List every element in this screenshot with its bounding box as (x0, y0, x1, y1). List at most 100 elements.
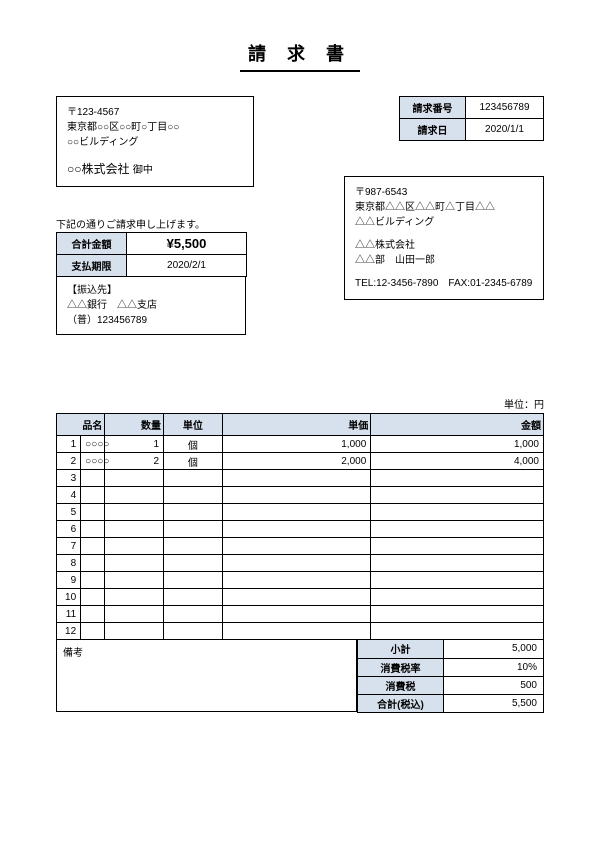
item-name (81, 623, 105, 640)
item-name (81, 538, 105, 555)
item-unit (164, 504, 223, 521)
item-name (81, 589, 105, 606)
item-no: 5 (57, 504, 81, 521)
item-qty (105, 521, 164, 538)
item-amount (371, 589, 544, 606)
buyer-company: ○○株式会社 御中 (67, 160, 243, 178)
buyer-company-name: ○○株式会社 (67, 162, 130, 176)
title-underline (240, 70, 360, 72)
invoice-no-label: 請求番号 (400, 97, 466, 119)
due-label: 支払期限 (57, 255, 127, 277)
item-name (81, 606, 105, 623)
unit-label: 単位：円 (56, 396, 544, 411)
seller-company: △△株式会社 (355, 238, 533, 253)
item-amount (371, 572, 544, 589)
item-no: 11 (57, 606, 81, 623)
item-unit (164, 521, 223, 538)
item-qty (105, 555, 164, 572)
item-unit (164, 572, 223, 589)
item-no: 4 (57, 487, 81, 504)
table-row: 7 (57, 538, 544, 555)
item-amount (371, 555, 544, 572)
col-amount-header: 金額 (371, 414, 544, 436)
item-price (222, 470, 371, 487)
tax-rate: 10% (444, 658, 544, 676)
item-price (222, 606, 371, 623)
tax-rate-label: 消費税率 (358, 658, 444, 676)
item-no: 3 (57, 470, 81, 487)
notice-line: 下記の通りご請求申し上げます。 (56, 216, 205, 231)
item-amount: 4,000 (371, 453, 544, 470)
table-row: 1○○○○1個1,0001,000 (57, 436, 544, 453)
buyer-box: 〒123-4567 東京都○○区○○町○丁目○○ ○○ビルディング ○○株式会社… (56, 96, 254, 187)
buyer-postal: 〒123-4567 (67, 105, 243, 120)
item-qty (105, 487, 164, 504)
item-name (81, 504, 105, 521)
buyer-addr2: ○○ビルディング (67, 135, 243, 150)
meta-table: 請求番号 123456789 請求日 2020/1/1 (399, 96, 544, 141)
table-row: 4 (57, 487, 544, 504)
table-row: 6 (57, 521, 544, 538)
item-unit (164, 623, 223, 640)
invoice-date-label: 請求日 (400, 119, 466, 141)
item-qty (105, 538, 164, 555)
item-no: 9 (57, 572, 81, 589)
item-name (81, 521, 105, 538)
table-row: 9 (57, 572, 544, 589)
total-amount: ¥5,500 (127, 233, 247, 255)
item-qty (105, 572, 164, 589)
items-header-row: 品名 数量 単位 単価 金額 (57, 414, 544, 436)
item-unit (164, 470, 223, 487)
item-unit (164, 606, 223, 623)
table-row: 11 (57, 606, 544, 623)
item-unit (164, 555, 223, 572)
item-amount: 1,000 (371, 436, 544, 453)
bank-box: 【振込先】 △△銀行 △△支店 （普）123456789 (56, 276, 246, 335)
item-unit: 個 (164, 436, 223, 453)
item-price (222, 538, 371, 555)
item-name: ○○○○ (81, 453, 105, 470)
seller-dept-person: △△部 山田一郎 (355, 253, 533, 268)
item-no: 1 (57, 436, 81, 453)
bottom-area: 備考 小計 5,000 消費税率 10% 消費税 500 合計(税込) 5,50… (56, 640, 544, 713)
item-price (222, 521, 371, 538)
col-qty-header: 数量 (105, 414, 164, 436)
item-amount (371, 538, 544, 555)
bank-line2: （普）123456789 (67, 313, 235, 328)
subtotal: 5,000 (444, 640, 544, 658)
item-qty: 2 (105, 453, 164, 470)
seller-addr2: △△ビルディング (355, 215, 533, 230)
top-area: 〒123-4567 東京都○○区○○町○丁目○○ ○○ビルディング ○○株式会社… (56, 96, 544, 396)
item-amount (371, 504, 544, 521)
seller-tel-fax: TEL:12-3456-7890 FAX:01-2345-6789 (355, 276, 533, 291)
col-price-header: 単価 (222, 414, 371, 436)
seller-addr1: 東京都△△区△△町△丁目△△ (355, 200, 533, 215)
invoice-no: 123456789 (466, 97, 544, 119)
item-qty (105, 470, 164, 487)
item-name (81, 572, 105, 589)
item-price (222, 504, 371, 521)
col-unit-header: 単位 (164, 414, 223, 436)
item-no: 6 (57, 521, 81, 538)
item-no: 8 (57, 555, 81, 572)
item-amount (371, 487, 544, 504)
table-row: 8 (57, 555, 544, 572)
item-unit (164, 538, 223, 555)
tax: 500 (444, 676, 544, 694)
item-name (81, 487, 105, 504)
item-amount (371, 606, 544, 623)
page-title: 請 求 書 (56, 40, 544, 66)
item-qty (105, 606, 164, 623)
summary-table: 小計 5,000 消費税率 10% 消費税 500 合計(税込) 5,500 (357, 640, 544, 713)
remarks-label: 備考 (63, 644, 350, 659)
item-price (222, 572, 371, 589)
subtotal-label: 小計 (358, 640, 444, 658)
item-unit (164, 487, 223, 504)
grand-total: 5,500 (444, 694, 544, 712)
item-name (81, 555, 105, 572)
item-price: 1,000 (222, 436, 371, 453)
item-amount (371, 470, 544, 487)
totals-table: 合計金額 ¥5,500 支払期限 2020/2/1 (56, 232, 247, 277)
item-qty (105, 589, 164, 606)
item-no: 7 (57, 538, 81, 555)
